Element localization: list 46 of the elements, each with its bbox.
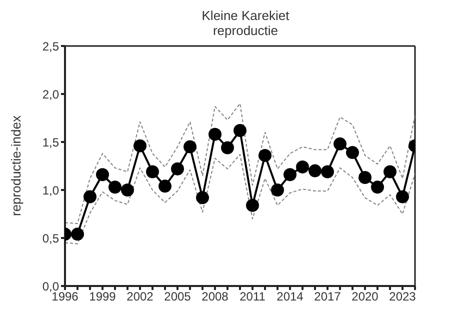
point [71, 228, 84, 241]
x-tick-label: 2023 [389, 290, 416, 304]
point [384, 165, 396, 178]
point [271, 184, 284, 196]
x-tick-label: 1999 [89, 290, 116, 304]
x-tick-label: 2008 [202, 290, 229, 304]
point [308, 164, 322, 178]
point [184, 140, 196, 154]
point [334, 137, 346, 150]
point [396, 190, 409, 204]
point [121, 184, 134, 196]
point [371, 180, 384, 194]
point [196, 191, 209, 204]
y-tick-label: 1,0 [42, 183, 60, 198]
point [258, 148, 272, 162]
point [358, 171, 372, 184]
point [296, 160, 309, 174]
chart-title: Kleine Karekiet [200, 8, 290, 23]
point [346, 146, 359, 160]
x-tick-label: 2005 [164, 290, 192, 304]
point [284, 168, 296, 182]
line-series [65, 154, 415, 244]
point [146, 165, 159, 178]
line-series [65, 103, 415, 224]
y-tick-label: 1,5 [42, 135, 60, 150]
x-tick-label: 2020 [352, 290, 379, 304]
point [246, 198, 259, 212]
x-tick-label: 2002 [126, 290, 154, 304]
point [234, 124, 246, 137]
point [158, 180, 172, 193]
point [134, 139, 146, 152]
point [84, 190, 96, 204]
x-tick-label: 2017 [314, 290, 342, 304]
y-tick-label: 2,5 [42, 39, 60, 54]
point [208, 128, 222, 141]
y-tick-label: 2,0 [42, 87, 60, 102]
point [321, 165, 334, 178]
x-tick-label: 2011 [240, 290, 266, 304]
y-axis-title: reproductie-index [8, 115, 24, 216]
point [171, 162, 184, 176]
chart-subtitle: reproductie [212, 23, 280, 38]
point [96, 168, 109, 182]
x-tick-label: 2014 [276, 290, 304, 304]
point [108, 180, 122, 194]
point [221, 141, 234, 154]
y-tick-label: 0,5 [42, 231, 60, 246]
